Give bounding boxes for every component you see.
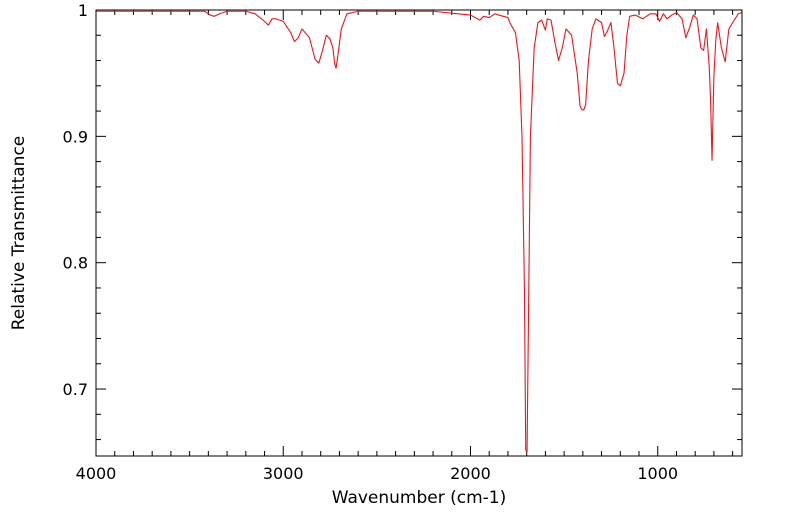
y-tick-label: 0.7 <box>63 380 88 399</box>
spectrum-line <box>96 10 743 453</box>
labels-layer: 4000 3000 2000 1000 0.7 0.8 0.9 1 <box>63 1 679 483</box>
y-tick-label: 0.9 <box>63 127 88 146</box>
x-tick-label: 4000 <box>76 464 117 483</box>
y-axis-label: Relative Transmittance <box>9 136 29 331</box>
x-tick-label: 1000 <box>637 464 678 483</box>
y-tick-label: 1 <box>78 1 88 20</box>
plot-layer <box>96 10 743 453</box>
x-tick-label: 3000 <box>263 464 304 483</box>
x-axis-label: Wavenumber (cm-1) <box>332 488 507 508</box>
y-tick-label: 0.8 <box>63 254 88 273</box>
x-tick-label: 2000 <box>450 464 491 483</box>
ticks-layer <box>95 9 742 456</box>
plot-frame <box>95 9 743 457</box>
